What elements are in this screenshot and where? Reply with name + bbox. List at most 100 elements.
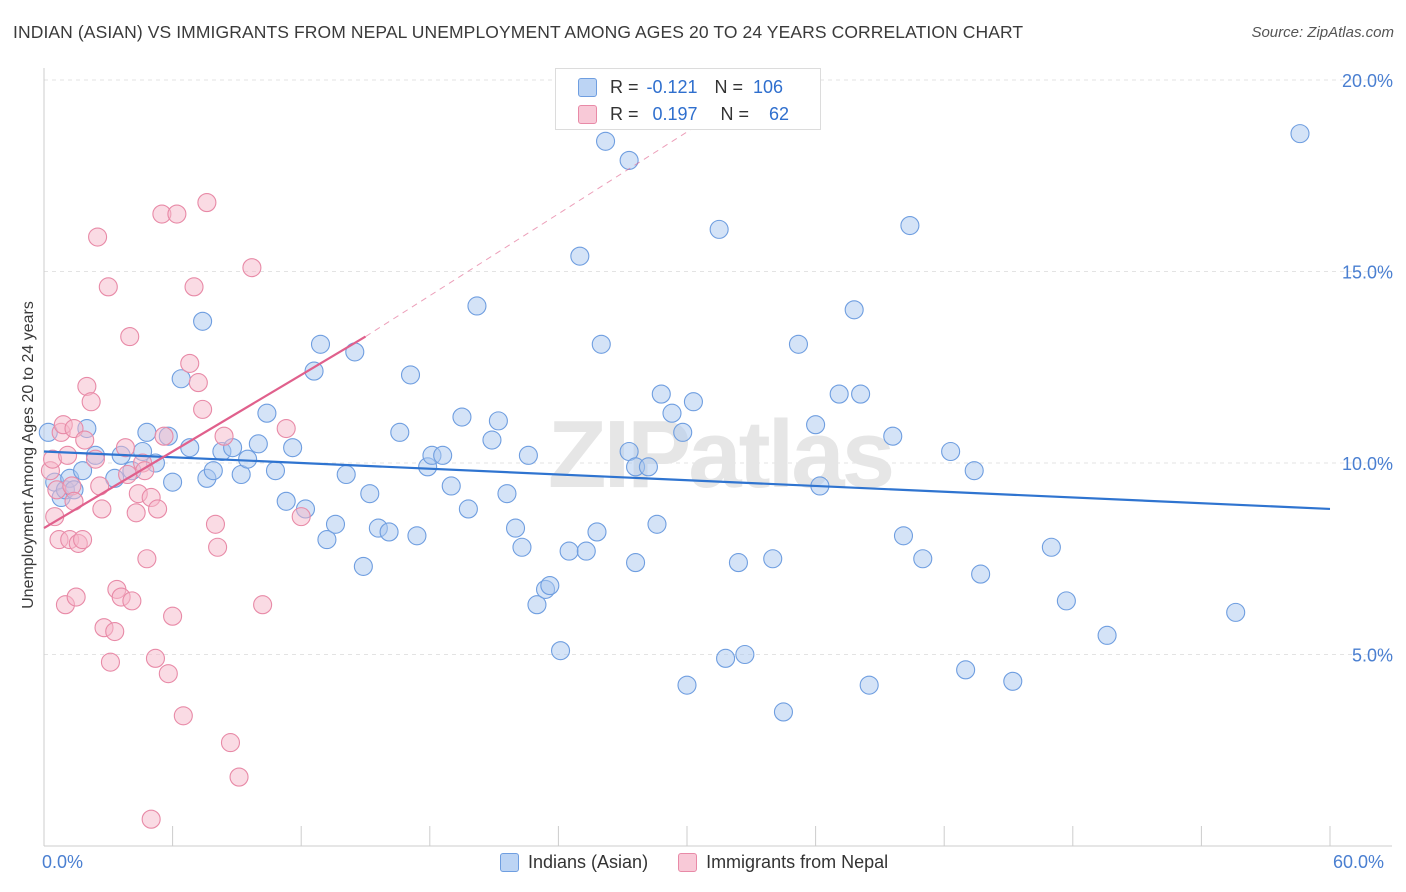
- n-label: N =: [714, 76, 744, 97]
- data-point: [184, 277, 204, 297]
- data-point: [81, 392, 101, 412]
- data-point: [122, 591, 142, 611]
- data-point: [505, 518, 526, 538]
- data-point: [626, 553, 646, 573]
- data-point: [88, 227, 108, 247]
- data-point: [683, 392, 703, 412]
- data-point: [137, 549, 157, 569]
- data-point: [829, 384, 849, 404]
- data-point: [98, 277, 118, 297]
- data-point: [1226, 602, 1246, 622]
- data-point: [73, 461, 93, 481]
- legend-swatch-blue: [500, 853, 519, 872]
- trend-line-nepal-extension: [365, 117, 709, 338]
- data-point: [193, 311, 213, 331]
- data-point: [400, 365, 421, 385]
- data-point: [570, 246, 590, 266]
- data-point: [467, 296, 487, 316]
- data-point: [806, 415, 826, 435]
- data-point: [763, 549, 783, 569]
- data-point: [735, 644, 755, 665]
- legend-item-indians[interactable]: Indians (Asian): [500, 852, 648, 873]
- stats-swatch-blue: [578, 77, 597, 97]
- legend: Indians (Asian) Immigrants from Nepal: [500, 852, 918, 873]
- data-point: [73, 530, 93, 550]
- data-point: [105, 621, 125, 642]
- data-point: [518, 445, 538, 465]
- data-point: [482, 430, 502, 450]
- data-point: [283, 438, 303, 458]
- data-point: [167, 204, 187, 224]
- data-point: [115, 438, 135, 458]
- data-point: [1097, 625, 1117, 645]
- legend-swatch-pink: [678, 853, 698, 872]
- data-point: [220, 733, 241, 753]
- data-point: [638, 457, 658, 477]
- data-point: [304, 361, 324, 381]
- data-point: [1041, 537, 1061, 557]
- source-credit: Source: ZipAtlas.com: [1251, 24, 1394, 41]
- data-point: [964, 461, 984, 481]
- data-point: [100, 652, 120, 672]
- data-point: [956, 660, 976, 680]
- data-point: [851, 384, 871, 404]
- n-value: 62: [769, 103, 790, 124]
- n-label: N =: [720, 103, 750, 124]
- r-label: R =: [610, 103, 639, 124]
- data-point: [1290, 124, 1310, 144]
- legend-label-nepal: Immigrants from Nepal: [706, 852, 889, 872]
- data-point: [148, 499, 168, 519]
- data-point: [126, 503, 146, 523]
- data-point: [913, 549, 933, 569]
- y-tick-labels: 5.0% 10.0% 15.0% 20.0%: [1342, 71, 1393, 666]
- data-point: [188, 373, 208, 393]
- data-point: [214, 426, 234, 446]
- stats-box: R = -0.121 N = 106 R = 0.197 N = 62: [555, 68, 821, 130]
- legend-label-indians: Indians (Asian): [528, 852, 649, 872]
- legend-item-nepal[interactable]: Immigrants from Nepal: [678, 852, 888, 873]
- data-point: [66, 587, 86, 607]
- data-point: [941, 441, 961, 462]
- data-point: [540, 576, 560, 596]
- data-point: [193, 399, 213, 419]
- data-point: [619, 150, 639, 170]
- data-point: [576, 541, 596, 561]
- data-point: [488, 411, 508, 431]
- data-point: [591, 334, 611, 354]
- data-point: [291, 507, 311, 527]
- data-point: [512, 537, 532, 557]
- trend-line-nepal: [43, 335, 367, 530]
- y-tick-label: 15.0%: [1342, 263, 1393, 283]
- trend-lines: [43, 117, 1331, 530]
- data-point: [651, 384, 671, 404]
- data-point: [728, 553, 748, 573]
- data-point: [92, 499, 112, 519]
- data-point: [596, 131, 616, 151]
- data-point: [773, 702, 794, 722]
- x-tick-label-max: 60.0%: [1333, 852, 1385, 872]
- y-tick-label: 5.0%: [1352, 646, 1393, 666]
- data-point: [180, 353, 200, 373]
- data-point: [971, 564, 991, 584]
- data-point: [587, 522, 607, 542]
- data-point: [497, 484, 517, 504]
- data-point: [844, 300, 864, 320]
- data-point: [120, 327, 140, 347]
- data-point: [203, 461, 223, 481]
- trend-line-indians: [43, 450, 1331, 511]
- data-point: [141, 809, 161, 829]
- data-point: [883, 426, 903, 446]
- data-point: [1056, 591, 1076, 611]
- y-tick-label: 10.0%: [1342, 454, 1393, 474]
- data-point: [662, 403, 682, 423]
- data-point: [276, 418, 296, 439]
- data-point: [677, 675, 697, 695]
- x-tick-label-min: 0.0%: [42, 852, 84, 872]
- grid-lines: [44, 79, 1392, 655]
- data-point: [893, 526, 914, 546]
- data-point: [154, 426, 174, 446]
- data-point: [197, 193, 217, 213]
- data-point: [257, 403, 277, 423]
- data-point: [248, 434, 268, 454]
